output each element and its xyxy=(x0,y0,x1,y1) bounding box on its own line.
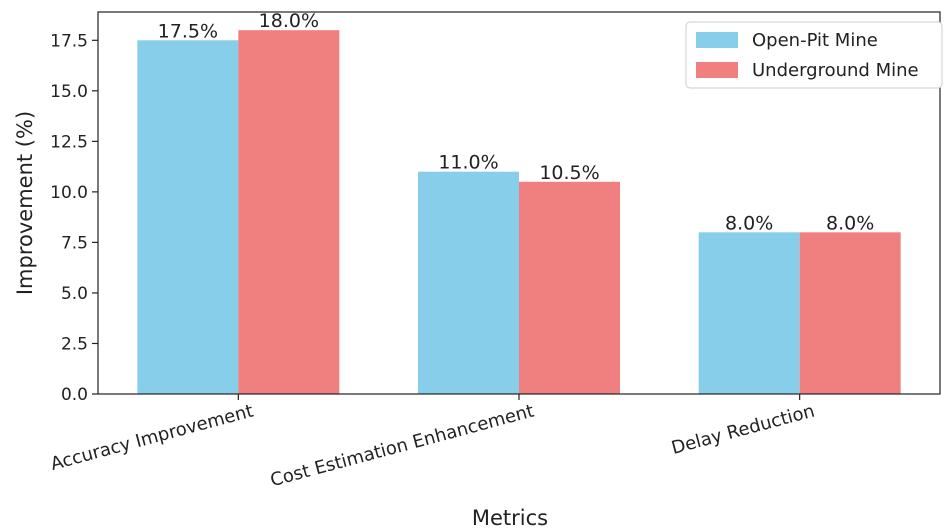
y-tick-label-4: 10.0 xyxy=(50,183,88,203)
x-axis-title: Metrics xyxy=(472,506,548,530)
y-tick-label-7: 17.5 xyxy=(50,31,88,51)
y-tick-label-2: 5.0 xyxy=(61,284,88,304)
y-axis: 0.0 2.5 5.0 7.5 10.0 12.5 15.0 17.5 xyxy=(50,31,98,405)
legend-label-1: Underground Mine xyxy=(752,60,919,81)
data-label-underground-1: 10.5% xyxy=(539,162,599,184)
legend-box xyxy=(685,21,943,89)
data-label-underground-0: 18.0% xyxy=(259,10,319,32)
bar-underground-1 xyxy=(519,181,620,394)
x-tick-label-2: Delay Reduction xyxy=(669,401,817,459)
plot-frame xyxy=(97,11,941,395)
legend-swatch-1 xyxy=(696,62,738,78)
x-tick-label-1: Cost Estimation Enhancement xyxy=(268,401,536,492)
data-labels-group: 17.5% 18.0% 11.0% 10.5% 8.0% 8.0% xyxy=(158,10,875,234)
x-axis: Accuracy Improvement Cost Estimation Enha… xyxy=(48,394,817,491)
data-label-underground-2: 8.0% xyxy=(826,212,874,234)
bars-group xyxy=(137,30,901,394)
y-tick-label-3: 7.5 xyxy=(61,233,88,253)
bar-underground-2 xyxy=(799,232,901,394)
bar-open-pit-1 xyxy=(418,171,519,394)
x-tick-label-0: Accuracy Improvement xyxy=(48,401,255,475)
legend-swatch-0 xyxy=(696,32,738,48)
bar-open-pit-0 xyxy=(137,40,239,394)
bar-open-pit-2 xyxy=(698,232,800,394)
bar-underground-0 xyxy=(238,30,340,394)
y-tick-label-1: 2.5 xyxy=(61,334,88,354)
data-label-open-pit-2: 8.0% xyxy=(725,212,773,234)
y-tick-label-6: 15.0 xyxy=(50,82,88,102)
y-tick-label-0: 0.0 xyxy=(61,385,88,405)
legend-label-0: Open-Pit Mine xyxy=(752,30,878,51)
legend: Open-Pit Mine Underground Mine xyxy=(685,21,943,89)
y-tick-label-5: 12.5 xyxy=(50,132,88,152)
data-label-open-pit-0: 17.5% xyxy=(158,20,218,42)
data-label-open-pit-1: 11.0% xyxy=(438,152,498,174)
y-axis-title: Improvement (%) xyxy=(13,111,37,295)
